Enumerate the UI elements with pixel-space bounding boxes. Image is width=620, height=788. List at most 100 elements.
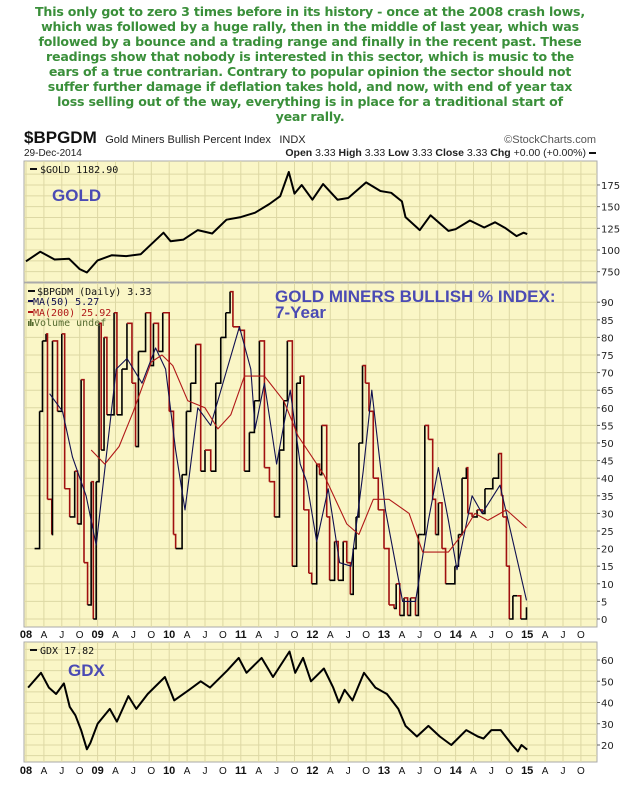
close-value: 3.33 xyxy=(467,147,488,159)
bpgdm-price-segment xyxy=(296,376,302,384)
bpgdm-price-segment xyxy=(138,312,147,353)
x-tick-label: O xyxy=(219,766,227,777)
y-tick-label: 20 xyxy=(601,545,614,556)
legend-dash-icon xyxy=(28,290,35,292)
bpgdm-price-segment xyxy=(428,438,434,500)
bpgdm-price-segment xyxy=(407,597,412,617)
x-tick-label: 13 xyxy=(378,765,390,777)
exchange: INDX xyxy=(279,134,306,146)
legend-dash-icon xyxy=(28,300,33,302)
bpgdm-price-segment xyxy=(93,481,97,620)
y-tick-label: 1250 xyxy=(601,224,620,235)
bpgdm-legend: $BPGDM (Daily) 3.33 xyxy=(37,287,151,298)
bpgdm-price-segment xyxy=(259,340,266,468)
x-tick-label: J xyxy=(131,630,136,641)
bpgdm-price-segment xyxy=(145,311,152,366)
bpgdm-price-segment xyxy=(249,400,256,434)
bpgdm-price-segment xyxy=(239,329,246,472)
bpgdm-price-segment xyxy=(316,463,321,475)
bpgdm-price-segment xyxy=(244,432,251,472)
y-tick-label: 40 xyxy=(601,474,614,485)
ma200-legend: MA(200) 25.92 xyxy=(33,308,111,319)
commentary-line: loss selling out of the way, everything … xyxy=(57,94,563,109)
x-tick-label: A xyxy=(184,766,191,777)
chg-label: Chg xyxy=(490,147,510,159)
y-tick-label: 55 xyxy=(601,421,614,432)
commentary-line: which was followed by a huge rally, then… xyxy=(41,19,579,34)
bpgdm-price-segment xyxy=(520,607,528,620)
x-tick-label: O xyxy=(147,630,155,641)
bpgdm-price-segment xyxy=(350,548,355,596)
bpgdm-price-segment xyxy=(346,561,352,595)
bpgdm-price-segment xyxy=(52,340,59,412)
x-tick-label: J xyxy=(274,630,279,641)
low-label: Low xyxy=(388,147,410,159)
bpgdm-price-segment xyxy=(34,411,41,550)
bpgdm-price-segment xyxy=(57,333,63,413)
x-tick-label: 12 xyxy=(306,629,318,641)
x-tick-label: A xyxy=(327,766,334,777)
commentary-line: This only got to zero 3 times before in … xyxy=(35,4,585,19)
gdx-annotation: GDX xyxy=(68,661,106,680)
x-tick-label: O xyxy=(362,766,370,777)
x-tick-label: 14 xyxy=(449,765,462,777)
y-tick-label: 85 xyxy=(601,316,614,327)
bpgdm-price-segment xyxy=(99,322,102,451)
chart-header: $BPGDM Gold Miners Bullish Percent Index… xyxy=(24,128,306,147)
y-tick-label: 50 xyxy=(601,439,614,450)
x-tick-label: O xyxy=(76,766,84,777)
x-tick-label: A xyxy=(542,630,549,641)
x-tick-label: 13 xyxy=(378,629,390,641)
bpgdm-price-segment xyxy=(287,340,294,567)
symbol: $BPGDM xyxy=(24,128,97,147)
bpgdm-price-segment xyxy=(467,512,473,517)
bpgdm-price-segment xyxy=(435,502,440,536)
x-tick-label: O xyxy=(362,630,370,641)
y-tick-label: 50 xyxy=(601,677,614,688)
y-tick-label: 60 xyxy=(601,656,614,667)
x-tick-label: J xyxy=(489,630,494,641)
bpgdm-price-segment xyxy=(116,369,123,416)
bpgdm-price-segment xyxy=(319,425,323,476)
x-tick-label: O xyxy=(505,766,513,777)
bpgdm-price-segment xyxy=(389,604,395,609)
x-tick-label: 15 xyxy=(521,629,533,641)
bpgdm-price-segment xyxy=(365,382,370,412)
bpgdm-title: GOLD MINERS BULLISH % INDEX: xyxy=(275,287,556,306)
y-tick-label: 80 xyxy=(601,333,614,344)
x-tick-label: A xyxy=(399,630,406,641)
bpgdm-price-segment xyxy=(338,541,344,582)
x-tick-label: A xyxy=(112,766,119,777)
x-tick-label: J xyxy=(131,766,136,777)
ohlc-readout: Open 3.33 High 3.33 Low 3.33 Close 3.33 … xyxy=(285,147,586,159)
bpgdm-price-segment xyxy=(200,450,206,472)
bpgdm-price-segment xyxy=(190,344,197,384)
bpgdm-price-segment xyxy=(269,480,276,517)
y-tick-label: 30 xyxy=(601,720,614,731)
bpgdm-price-segment xyxy=(303,509,310,574)
bpgdm-price-segment xyxy=(484,478,494,490)
high-label: High xyxy=(339,147,362,159)
date: 29-Dec-2014 xyxy=(24,148,82,159)
bpgdm-price-segment xyxy=(509,595,514,620)
close-label: Close xyxy=(435,147,464,159)
gdx-line xyxy=(27,650,528,753)
bpgdm-price-segment xyxy=(46,333,49,500)
x-tick-label: O xyxy=(434,766,442,777)
bpgdm-price-segment xyxy=(51,340,54,536)
x-tick-label: 09 xyxy=(91,765,103,777)
volume-legend: Volume undef xyxy=(34,318,106,329)
x-tick-label: O xyxy=(147,766,155,777)
x-tick-label: O xyxy=(505,630,513,641)
bpgdm-price-segment xyxy=(220,312,227,339)
low-value: 3.33 xyxy=(412,147,433,159)
x-tick-label: A xyxy=(542,766,549,777)
bpgdm-price-segment xyxy=(441,547,447,584)
bpgdm-price-segment xyxy=(81,378,85,563)
commentary-line: year rally. xyxy=(275,109,345,124)
x-tick-label: O xyxy=(76,630,84,641)
bpgdm-price-segment xyxy=(96,323,100,483)
x-tick-label: J xyxy=(417,630,422,641)
gdx-panel: 20 30 40 50 60 xyxy=(23,641,614,763)
